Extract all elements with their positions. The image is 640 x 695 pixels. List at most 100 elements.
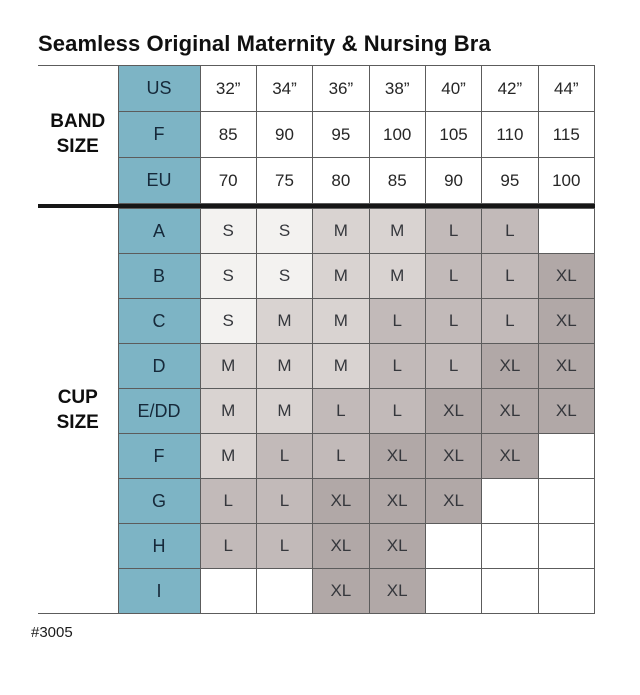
band-value-cell: 32” [199,65,257,113]
size-chart-body: BAND SIZE US 32” 34” 36” 38” 40” 42” 44” F 85 90 95 1… [38,65,596,615]
size-cell: XL [312,523,370,570]
row-header-f: F [117,111,201,159]
size-cell: M [255,388,314,435]
band-value-cell: 95 [312,111,370,159]
empty-cell [537,208,596,255]
band-value-cell: 80 [312,157,370,205]
band-value-cell: 115 [537,111,596,159]
size-cell: S [199,298,257,345]
band-value-cell: 40” [424,65,483,113]
size-cell: S [255,208,314,255]
row-header-g: G [117,478,201,525]
empty-cell [481,523,539,570]
row-header-us: US [117,65,201,113]
size-cell: M [312,298,370,345]
band-value-cell: 105 [424,111,483,159]
cup-row-a: CUP SIZE A S S M M L L [38,208,596,615]
size-cell: L [424,298,483,345]
size-cell: XL [537,343,596,390]
size-cell: M [368,253,426,300]
cup-row-b: B S S M M L L XL [38,253,596,300]
band-value-cell: 85 [368,157,426,205]
cup-size-label: CUP SIZE [38,208,118,615]
size-chart-table: BAND SIZE US 32” 34” 36” 38” 40” 42” 44” F 85 90 95 1… [38,65,596,615]
size-cell: L [312,388,370,435]
size-cell: M [199,343,257,390]
band-row-eu: EU 70 75 80 85 90 95 100 [38,157,596,205]
band-value-cell: 85 [199,111,257,159]
size-cell: M [255,343,314,390]
size-cell: M [312,253,370,300]
empty-cell [424,568,483,615]
size-cell: M [255,298,314,345]
size-cell: XL [368,523,426,570]
row-header-b: B [117,253,201,300]
cup-row-f: F M L L XL XL XL [38,433,596,480]
size-cell: XL [537,253,596,300]
page-title: Seamless Original Maternity & Nursing Br… [38,31,491,56]
size-cell: L [255,478,314,525]
size-cell: XL [424,433,483,480]
size-cell: L [368,298,426,345]
empty-cell [481,568,539,615]
empty-cell [424,523,483,570]
row-header-i: I [117,568,201,615]
cup-row-h: H L L XL XL [38,523,596,570]
size-cell: L [424,253,483,300]
size-cell: M [199,388,257,435]
band-value-cell: 90 [255,111,314,159]
band-value-cell: 75 [255,157,314,205]
empty-cell [199,568,257,615]
size-cell: XL [368,568,426,615]
empty-cell [481,478,539,525]
size-cell: XL [537,298,596,345]
size-cell: XL [481,388,539,435]
row-header-f: F [117,433,201,480]
band-row-f: F 85 90 95 100 105 110 115 [38,111,596,159]
product-code: #3005 [31,624,73,642]
band-value-cell: 110 [481,111,539,159]
size-cell: XL [368,478,426,525]
size-cell: L [481,298,539,345]
section-divider-bar [38,203,595,209]
cup-row-g: G L L XL XL XL [38,478,596,525]
empty-cell [255,568,314,615]
row-header-h: H [117,523,201,570]
size-cell: M [199,433,257,480]
size-cell: L [255,523,314,570]
band-value-cell: 100 [537,157,596,205]
cup-row-i: I XL XL [38,568,596,615]
cup-row-c: C S M M L L L XL [38,298,596,345]
size-cell: M [368,208,426,255]
size-cell: S [199,208,257,255]
size-cell: L [424,208,483,255]
size-cell: M [312,343,370,390]
size-cell: L [368,388,426,435]
size-cell: S [199,253,257,300]
cup-row-d: D M M M L L XL XL [38,343,596,390]
empty-cell [537,433,596,480]
size-cell: L [368,343,426,390]
band-value-cell: 44” [537,65,596,113]
size-cell: XL [481,343,539,390]
row-header-a: A [117,208,201,255]
row-header-e-dd: E/DD [117,388,201,435]
size-cell: XL [424,478,483,525]
size-cell: M [312,208,370,255]
band-size-label: BAND SIZE [38,65,118,204]
band-value-cell: 36” [312,65,370,113]
size-cell: L [424,343,483,390]
empty-cell [537,478,596,525]
band-value-cell: 90 [424,157,483,205]
empty-cell [537,568,596,615]
size-cell: XL [537,388,596,435]
cup-row-e-dd: E/DD M M L L XL XL XL [38,388,596,435]
band-value-cell: 95 [481,157,539,205]
band-value-cell: 34” [255,65,314,113]
size-cell: XL [312,478,370,525]
row-header-c: C [117,298,201,345]
band-value-cell: 100 [368,111,426,159]
size-cell: XL [312,568,370,615]
band-value-cell: 42” [481,65,539,113]
row-header-eu: EU [117,157,201,205]
